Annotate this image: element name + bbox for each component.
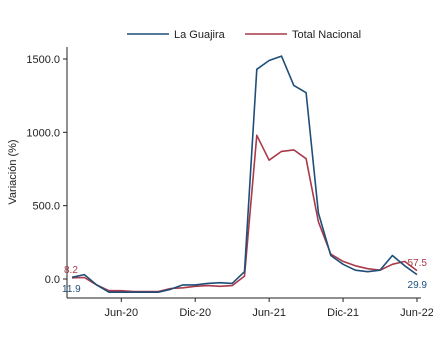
legend-label-la-guajira: La Guajira — [174, 29, 226, 41]
x-tick-label: Dic-20 — [179, 307, 211, 319]
start-label-la-guajira: 11.9 — [62, 284, 81, 295]
y-tick-label: 1500.0 — [26, 54, 60, 66]
x-tick-label: Jun-21 — [252, 307, 286, 319]
end-label-total-nacional: 57.5 — [408, 258, 428, 269]
x-tick-label: Dic-21 — [327, 307, 359, 319]
x-ticks: Jun-20 Dic-20 Jun-21 Dic-21 Jun-22 — [104, 298, 433, 319]
start-label-total-nacional: 8.2 — [64, 265, 78, 276]
y-axis-title: Variación (%) — [7, 139, 19, 204]
series-line-total-nacional — [71, 134, 418, 293]
end-label-la-guajira: 29.9 — [408, 280, 428, 291]
legend-label-total-nacional: Total Nacional — [292, 29, 361, 41]
end-labels: 8.2 11.9 57.5 29.9 — [62, 258, 427, 295]
x-tick-label: Jun-22 — [400, 307, 433, 319]
y-tick-label: 0.0 — [45, 274, 60, 286]
legend: La Guajira Total Nacional — [127, 29, 361, 41]
y-ticks: 0.0 500.0 1000.0 1500.0 — [26, 54, 67, 286]
series-lines — [71, 55, 418, 294]
y-tick-label: 500.0 — [32, 201, 60, 213]
x-tick-label: Jun-20 — [104, 307, 138, 319]
series-line-la-guajira — [71, 55, 418, 294]
y-tick-label: 1000.0 — [26, 127, 60, 139]
